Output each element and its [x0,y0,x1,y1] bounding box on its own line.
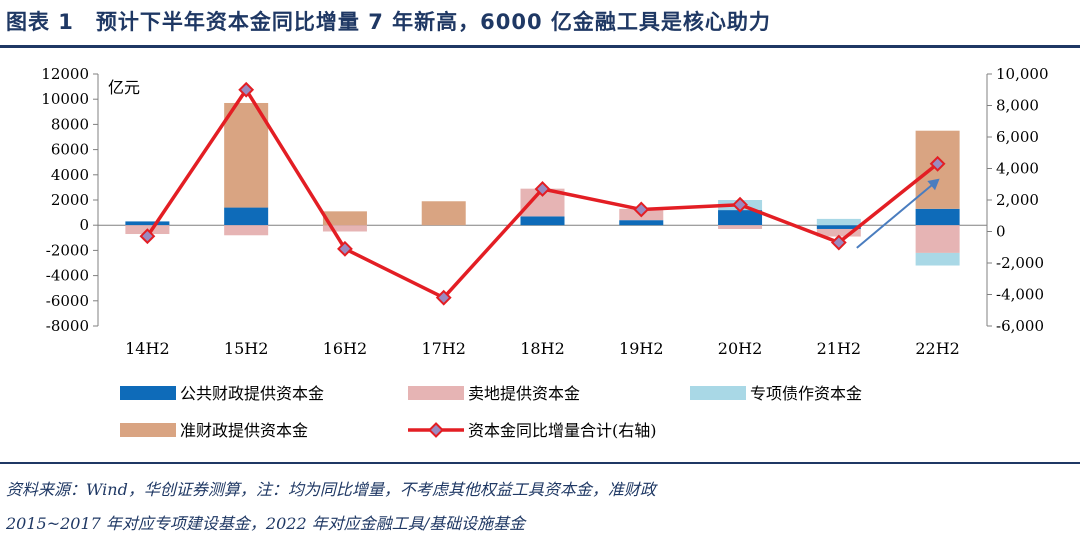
bar-public-finance [619,220,664,226]
legend-swatch [120,386,176,400]
left-axis-tick-label: 2000 [51,191,89,209]
legend-item-total-line: 资本金同比增量合计(右轴) [408,421,657,440]
x-axis-tick-label: 22H2 [915,339,960,358]
legend-swatch-marker [428,422,444,438]
bar-public-finance [915,208,960,226]
bar-special-bond [915,252,960,266]
legend-item-special-bond: 专项债作资本金 [690,384,862,403]
bar-public-finance [520,216,565,226]
bar-land-sale [816,228,861,237]
legend-label: 准财政提供资本金 [180,421,308,440]
bar-land-sale [322,225,367,232]
chart-overlay [139,81,946,306]
bar-special-bond [816,218,861,226]
left-axis-tick-label: -2000 [46,241,89,259]
bar-public-finance [816,225,861,229]
left-axis-tick-label: -8000 [46,317,89,335]
left-axis-tick-label: 0 [79,216,89,234]
left-axis-tick-label: 4000 [51,166,89,184]
left-axis-tick-label: 8000 [51,115,89,133]
x-axis-tick-label: 16H2 [323,339,368,358]
legend-item-public-finance: 公共财政提供资本金 [120,384,324,403]
bar-quasi-finance [322,211,367,226]
footer-divider [0,462,1080,464]
bar-quasi-finance [421,201,466,226]
legend-swatch [690,386,746,400]
x-axis-tick-label: 19H2 [619,339,664,358]
legend-item-land-sale: 卖地提供资本金 [408,384,580,403]
total-line-marker [238,81,255,98]
chart-area: 12000 10000 8000 6000 4000 2000 0 -2000 -4000 -60… [0,50,1080,460]
legend-swatch [408,386,464,400]
legend-label: 卖地提供资本金 [468,384,580,403]
legend-swatch [120,423,176,437]
stacked-bar-line-chart: 12000 10000 8000 6000 4000 2000 0 -2000 -4000 -60… [41,65,1048,440]
total-line-marker [534,181,551,197]
total-line-marker [633,201,650,218]
bar-land-sale [718,225,763,229]
chart-axes: 12000 10000 8000 6000 4000 2000 0 -2000 -4000 -60… [41,65,1048,358]
right-axis-tick-label: -2,000 [996,254,1044,272]
legend-label: 资本金同比增量合计(右轴) [468,421,657,440]
total-line-marker [139,228,156,245]
x-axis-tick-label: 14H2 [125,339,170,358]
bar-public-finance [718,210,763,226]
right-axis-tick-label: 2,000 [996,191,1039,209]
left-axis-tick-label: -6000 [46,292,89,310]
right-axis-tick-label: 6,000 [996,128,1039,146]
annotation-arrow [856,182,935,249]
source-note-line-1: 资料来源：Wind，华创证券测算，注：均为同比增量，不考虑其他权益工具资本金，准… [6,480,656,499]
left-axis-tick-label: 6000 [51,141,89,159]
legend-label: 公共财政提供资本金 [180,384,324,403]
legend-item-quasi-finance: 准财政提供资本金 [120,421,308,440]
bar-public-finance [125,221,170,226]
total-line-marker [830,234,847,251]
right-axis-tick-label: 10,000 [996,65,1049,83]
x-axis-tick-label: 20H2 [718,339,763,358]
left-axis-tick-label: -4000 [46,267,89,285]
figure-title: 图表 1 预计下半年资本金同比增量 7 年新高，6000 亿金融工具是核心助力 [6,10,771,34]
right-axis-tick-label: 8,000 [996,97,1039,115]
bar-public-finance [224,207,269,226]
source-note-line-2: 2015~2017 年对应专项建设基金，2022 年对应金融工具/基础设施基金 [6,514,526,533]
right-axis-tick-label: -6,000 [996,317,1044,335]
left-axis-tick-label: 10000 [41,90,89,108]
annotation-arrowhead [927,178,940,191]
total-line-marker [732,196,748,213]
x-axis-tick-label: 18H2 [520,339,565,358]
total-line-marker [929,155,946,172]
legend-label: 专项债作资本金 [750,384,862,403]
total-line-marker [337,240,353,257]
x-axis-tick-label: 21H2 [817,339,862,358]
bar-quasi-finance [224,102,269,208]
bar-land-sale [915,225,960,253]
x-axis-tick-label: 17H2 [421,339,466,358]
right-axis-tick-label: 4,000 [996,160,1039,178]
bar-land-sale [224,225,269,236]
left-axis-tick-label: 12000 [41,65,89,83]
right-axis-tick-label: 0 [996,223,1006,241]
left-axis-unit-label: 亿元 [108,78,140,97]
right-axis-tick-label: -4,000 [996,286,1044,304]
x-axis-tick-label: 15H2 [224,339,269,358]
figure-title-bar: 图表 1 预计下半年资本金同比增量 7 年新高，6000 亿金融工具是核心助力 [0,0,1080,48]
total-line-marker [435,289,452,306]
